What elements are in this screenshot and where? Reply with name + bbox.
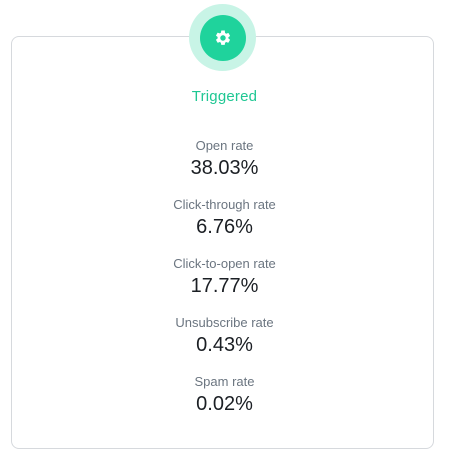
metric-click-through-rate: Click-through rate 6.76%: [0, 197, 449, 256]
metric-value: 38.03%: [190, 157, 259, 179]
metric-open-rate: Open rate 38.03%: [0, 138, 449, 197]
metric-label: Click-to-open rate: [173, 256, 276, 271]
status-badge: [189, 4, 256, 71]
metric-label: Unsubscribe rate: [175, 315, 274, 330]
metric-value: 6.76%: [196, 216, 253, 238]
metric-unsubscribe-rate: Unsubscribe rate 0.43%: [0, 315, 449, 374]
metric-label: Open rate: [195, 138, 254, 153]
status-badge-circle: [199, 14, 246, 61]
metric-value: 0.02%: [196, 393, 253, 415]
metric-value: 0.43%: [196, 334, 253, 356]
status-title: Triggered: [191, 88, 258, 105]
metric-spam-rate: Spam rate 0.02%: [0, 374, 449, 433]
gear-icon: [215, 29, 230, 45]
stats-card: [11, 36, 434, 449]
metric-value: 17.77%: [190, 275, 259, 297]
metrics-list: Open rate 38.03% Click-through rate 6.76…: [0, 138, 449, 433]
metric-label: Spam rate: [194, 374, 255, 389]
metric-click-to-open-rate: Click-to-open rate 17.77%: [0, 256, 449, 315]
metric-label: Click-through rate: [173, 197, 276, 212]
